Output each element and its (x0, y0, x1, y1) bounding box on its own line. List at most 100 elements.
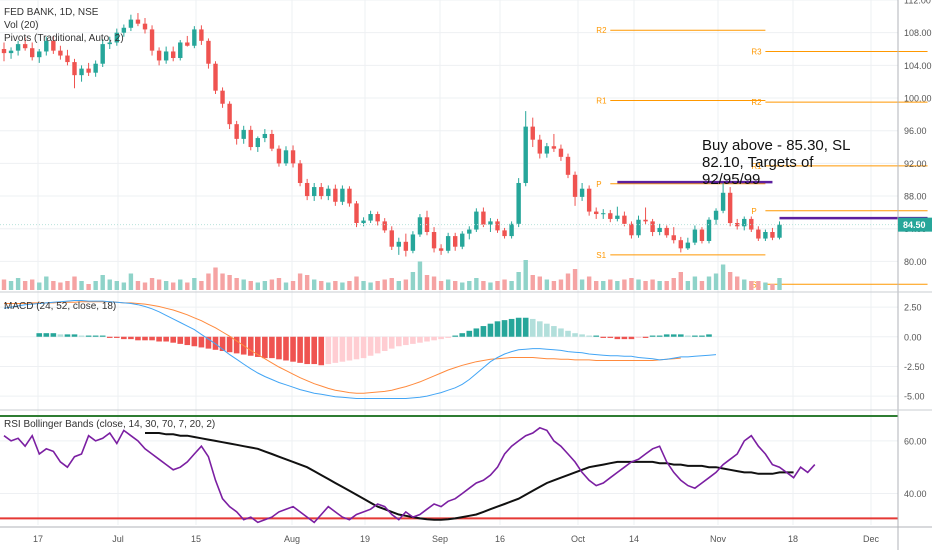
macd-legend[interactable]: MACD (24, 52, close, 18) (4, 300, 116, 313)
pivot-label: P (596, 180, 601, 189)
volume-bar (312, 280, 316, 291)
candle-body (474, 212, 478, 230)
candlesticks (2, 13, 782, 256)
macd-histogram-bar (636, 337, 642, 338)
price-tick-label: 112.00 (904, 0, 931, 6)
macd-histogram-bar (516, 318, 522, 337)
macd-histogram-bar (467, 331, 473, 337)
volume-bars (2, 260, 782, 290)
volume-bar (453, 281, 457, 290)
candle-body (777, 225, 781, 238)
volume-bar (636, 280, 640, 291)
macd-histogram-bar (622, 337, 628, 339)
candle-body (453, 236, 457, 247)
candle-body (742, 219, 746, 226)
pivots-legend[interactable]: Pivots (Traditional, Auto, 2) (4, 32, 124, 45)
volume-bar (488, 283, 492, 291)
time-tick-label: Oct (571, 534, 586, 544)
macd-tick-label: 2.50 (904, 303, 922, 313)
candle-body (263, 134, 267, 138)
volume-bar (390, 278, 394, 290)
volume-bar (93, 281, 97, 290)
candle-body (390, 230, 394, 246)
volume-bar (728, 272, 732, 290)
candle-body (686, 243, 690, 249)
candle-body (432, 232, 436, 248)
pivot-label: S1 (596, 251, 606, 260)
candle-body (383, 221, 387, 230)
macd-histogram-bar (170, 337, 176, 343)
candle-body (192, 29, 196, 45)
macd-histogram-bar (431, 337, 437, 341)
volume-bar (368, 283, 372, 291)
volume-bar (693, 277, 697, 291)
volume-bar (108, 280, 112, 291)
macd-histogram-bar (156, 337, 162, 342)
candle-body (665, 228, 669, 235)
volume-bar (143, 283, 147, 291)
volume-bar (425, 275, 429, 290)
symbol-title[interactable]: FED BANK, 1D, NSE (4, 6, 124, 19)
macd-histogram-bar (206, 337, 212, 349)
candle-body (594, 212, 598, 214)
volume-bar (411, 272, 415, 290)
macd-histogram-bar (403, 337, 409, 345)
time-tick-label: 17 (33, 534, 43, 544)
macd-histogram-bar (452, 336, 458, 337)
volume-bar (587, 277, 591, 291)
candle-body (397, 242, 401, 247)
volume-bar (129, 274, 133, 291)
volume-bar (679, 272, 683, 290)
candle-body (171, 51, 175, 58)
volume-bar (340, 283, 344, 291)
volume-bar (538, 277, 542, 291)
candle-body (277, 149, 281, 164)
candle-body (9, 51, 13, 53)
candle-body (411, 234, 415, 250)
horizontal-levels[interactable] (0, 182, 928, 224)
candle-body (714, 211, 718, 220)
macd-histogram-bar (199, 337, 205, 348)
candle-body (552, 146, 556, 148)
candle-body (404, 242, 408, 251)
candle-body (707, 220, 711, 241)
candle-body (559, 149, 563, 157)
macd-histogram-bar (551, 326, 557, 337)
price-axis[interactable]: 80.0084.0088.0092.0096.00100.00104.00108… (898, 0, 932, 499)
time-tick-label: Jul (112, 534, 124, 544)
price-tick-label: 92.00 (904, 159, 927, 169)
time-tick-label: 16 (495, 534, 505, 544)
candle-body (700, 230, 704, 241)
candle-body (58, 51, 62, 56)
volume-bar (735, 277, 739, 291)
pivot-label: R2 (596, 26, 607, 35)
macd-histogram-bar (163, 337, 169, 342)
macd-histogram-bar (544, 324, 550, 337)
volume-bar (23, 281, 27, 290)
volume-bar (298, 274, 302, 291)
pivot-label: P (751, 207, 756, 216)
candle-body (516, 183, 520, 224)
candle-body (30, 48, 34, 57)
volume-legend[interactable]: Vol (20) (4, 19, 124, 32)
rsi-legend[interactable]: RSI Bollinger Bands (close, 14, 30, 70, … (4, 418, 215, 431)
price-tick-label: 104.00 (904, 61, 932, 71)
candle-body (249, 130, 253, 147)
candle-body (545, 146, 549, 153)
macd-histogram-bar (565, 331, 571, 337)
candle-body (770, 232, 774, 238)
candle-body (256, 138, 260, 147)
volume-bar (9, 281, 13, 290)
candle-body (326, 189, 330, 196)
candle-body (206, 41, 210, 64)
volume-bar (206, 274, 210, 291)
candle-body (467, 230, 471, 234)
time-tick-label: 15 (191, 534, 201, 544)
volume-bar (347, 281, 351, 290)
volume-bar (164, 281, 168, 290)
volume-bar (220, 274, 224, 291)
trade-annotation[interactable]: Buy above - 85.30, SL 82.10, Targets of … (702, 137, 872, 188)
candle-body (333, 189, 337, 202)
